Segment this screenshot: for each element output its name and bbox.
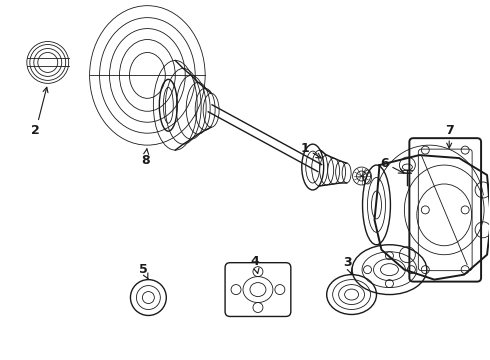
Text: 1: 1 <box>300 141 321 158</box>
Text: 3: 3 <box>343 256 352 274</box>
Text: 2: 2 <box>31 87 48 137</box>
Text: 8: 8 <box>141 149 150 167</box>
Text: 5: 5 <box>139 263 148 279</box>
Text: 6: 6 <box>380 157 404 173</box>
Text: 7: 7 <box>445 124 454 148</box>
Text: 4: 4 <box>250 255 259 274</box>
